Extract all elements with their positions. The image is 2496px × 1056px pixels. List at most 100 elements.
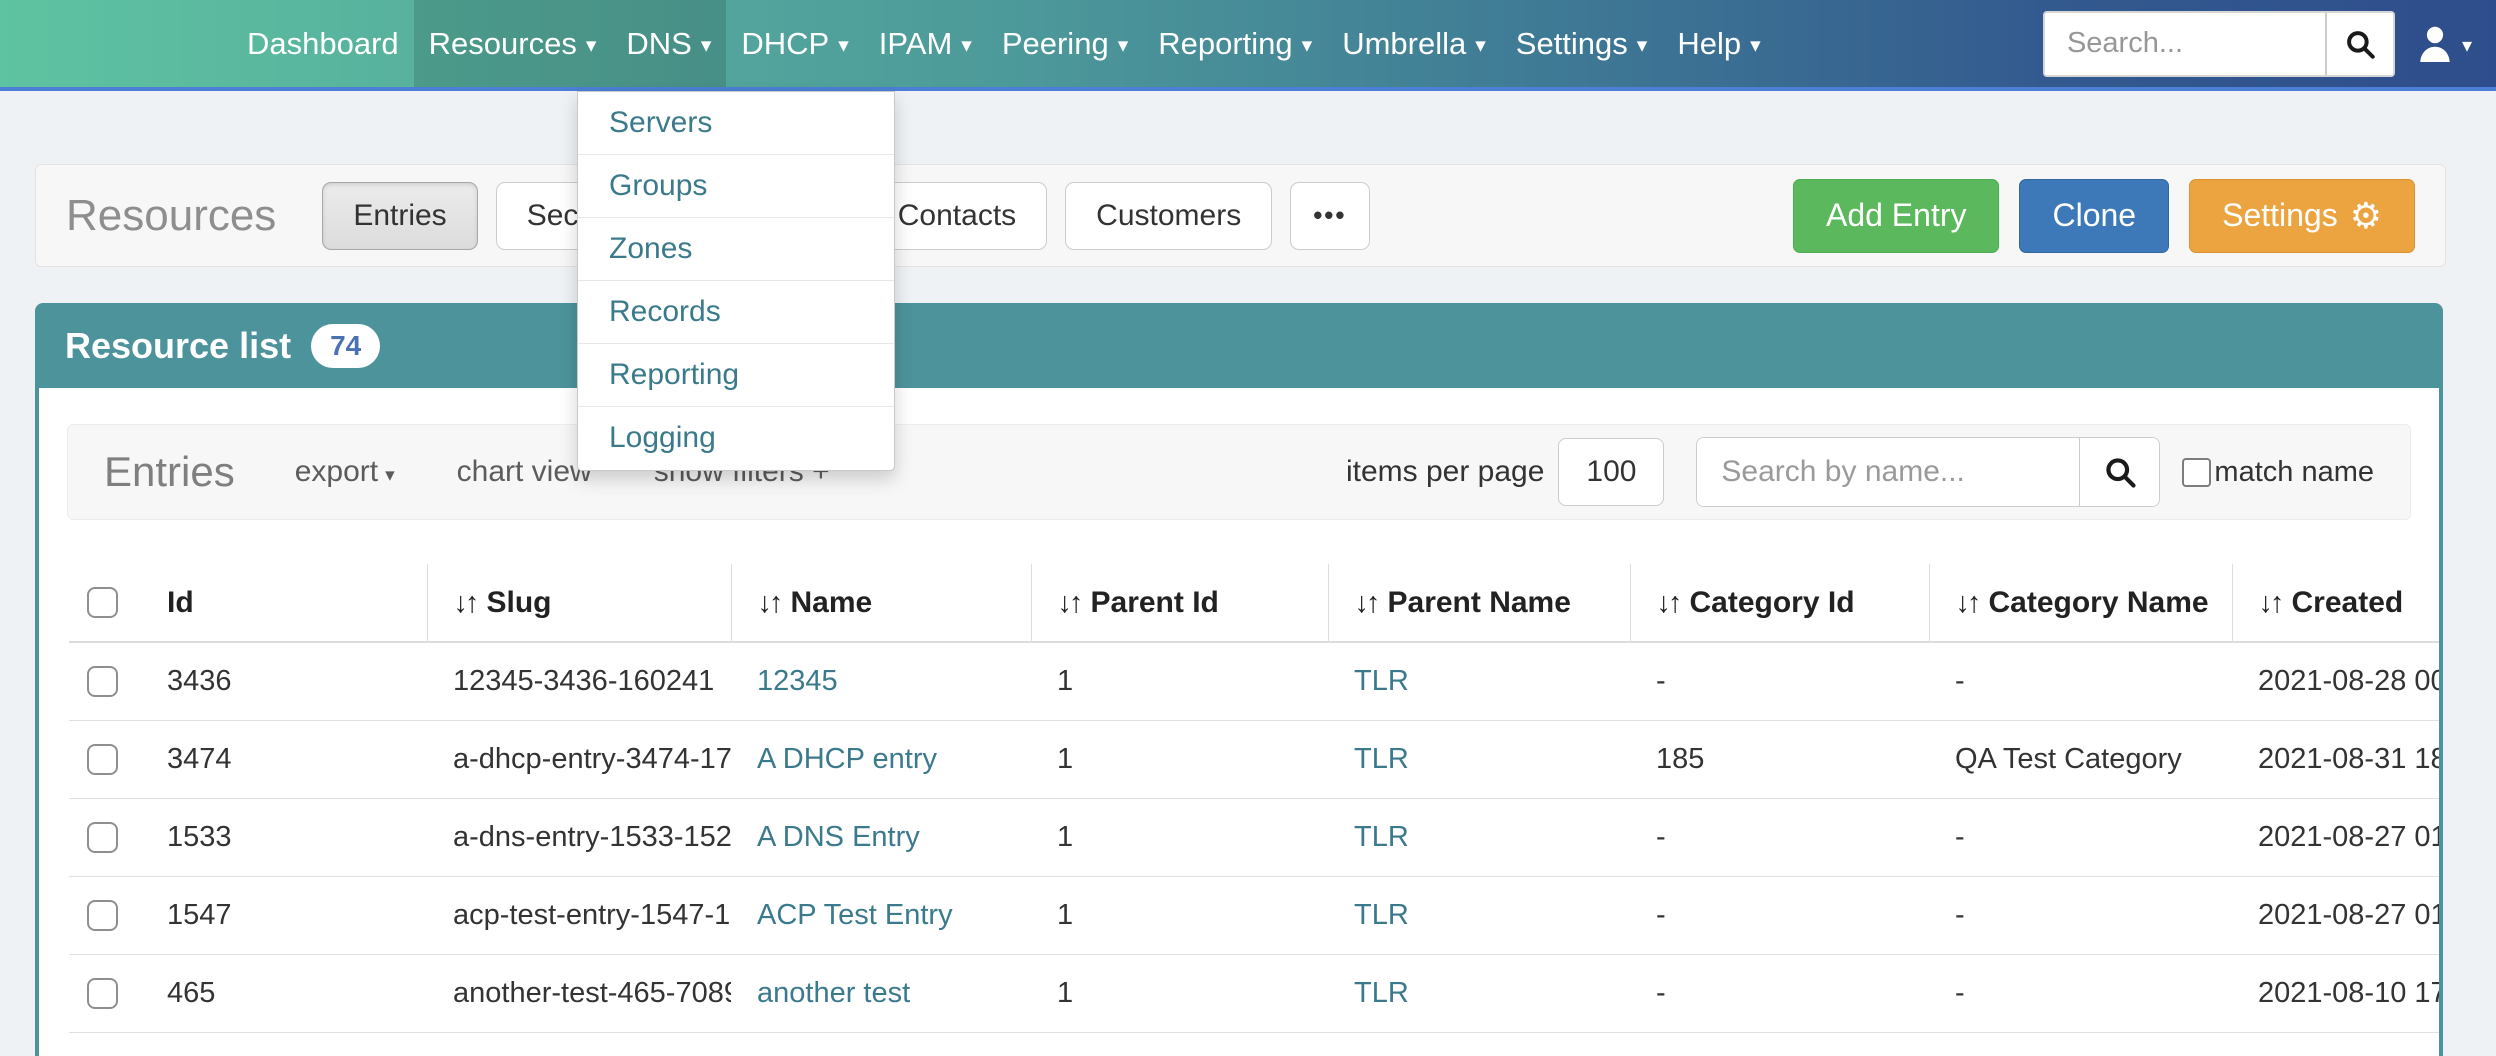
entry-name-link[interactable]: ACP Test Entry [757, 899, 953, 931]
name-search-input[interactable] [1697, 438, 2079, 506]
chevron-down-icon: ▾ [1302, 33, 1313, 58]
dns-menu-item-servers[interactable]: Servers [578, 92, 894, 155]
dns-menu-item-groups[interactable]: Groups [578, 155, 894, 218]
resource-list-body: Entries export▾ chart view show filters … [35, 388, 2443, 1056]
nav-items: Dashboard Resources▾ DNS▾ DHCP▾ IPAM▾ Pe… [232, 0, 1776, 87]
parent-name-link[interactable]: TLR [1354, 665, 1409, 697]
match-name-label: match name [2214, 456, 2374, 489]
cell-category-id: - [1630, 876, 1929, 954]
nav-item-peering[interactable]: Peering▾ [987, 0, 1143, 87]
column-label: Category Id [1690, 586, 1855, 619]
user-menu[interactable]: ▾ [2417, 24, 2472, 64]
cell-parent-id: 1 [1031, 720, 1328, 798]
chart-view-link[interactable]: chart view [457, 455, 592, 489]
nav-item-help[interactable]: Help ▾ [1662, 0, 1775, 87]
nav-item-label: DNS [626, 26, 691, 62]
parent-name-link[interactable]: TLR [1354, 977, 1409, 1009]
tab-entries[interactable]: Entries [322, 182, 477, 250]
global-search-button[interactable] [2325, 13, 2393, 75]
column-label: Parent Id [1091, 586, 1219, 619]
chevron-down-icon: ▾ [385, 465, 395, 486]
cell-slug: acp-test-entry-1547-1... [427, 876, 731, 954]
column-header-id[interactable]: Id [141, 564, 427, 642]
top-navbar: Dashboard Resources▾ DNS▾ DHCP▾ IPAM▾ Pe… [0, 0, 2496, 91]
column-header-parent-id[interactable]: ↓↑Parent Id [1031, 564, 1328, 642]
select-all-checkbox[interactable] [87, 587, 118, 618]
dns-menu-item-logging[interactable]: Logging [578, 407, 894, 470]
dns-menu-item-reporting[interactable]: Reporting [578, 344, 894, 407]
name-search-button[interactable] [2079, 438, 2159, 506]
cell-parent-id: 1 [1031, 954, 1328, 1032]
entry-name-link[interactable]: A DHCP entry [757, 743, 937, 775]
cell-slug: 12345-3436-160241 [427, 642, 731, 720]
nav-item-resources[interactable]: Resources▾ [414, 0, 612, 87]
entry-name-link[interactable]: 12345 [757, 665, 838, 697]
entry-name-link[interactable]: another test [757, 977, 910, 1009]
nav-item-label: Help [1677, 26, 1741, 62]
settings-label: Settings [2222, 197, 2338, 234]
parent-name-link[interactable]: TLR [1354, 899, 1409, 931]
nav-item-dhcp[interactable]: DHCP▾ [726, 0, 863, 87]
gear-icon: ⚙ [2350, 198, 2382, 234]
tab-customers[interactable]: Customers [1065, 182, 1272, 250]
cell-category-name: - [1929, 876, 2232, 954]
parent-name-link[interactable]: TLR [1354, 743, 1409, 775]
sort-icon: ↓↑ [2259, 587, 2282, 619]
dns-menu-item-zones[interactable]: Zones [578, 218, 894, 281]
row-checkbox[interactable] [87, 822, 118, 853]
nav-item-settings[interactable]: Settings▾ [1501, 0, 1663, 87]
settings-button[interactable]: Settings ⚙ [2189, 179, 2415, 253]
column-header-name[interactable]: ↓↑ Name [731, 564, 1031, 642]
table-row: 465 another-test-465-70893 another test … [69, 954, 2443, 1032]
column-header-parent-name[interactable]: ↓↑Parent Name [1328, 564, 1630, 642]
cell-parent-id: 1 [1031, 642, 1328, 720]
cell-id: 1533 [141, 798, 427, 876]
nav-item-reporting[interactable]: Reporting▾ [1143, 0, 1327, 87]
export-dropdown[interactable]: export▾ [295, 455, 395, 489]
cell-created: 2021-08-31 18 [2232, 720, 2443, 798]
cell-id: 3474 [141, 720, 427, 798]
add-entry-button[interactable]: Add Entry [1793, 179, 2000, 253]
match-name-checkbox[interactable] [2182, 458, 2211, 487]
cell-category-id: - [1630, 954, 1929, 1032]
match-name-control: match name [2182, 456, 2374, 489]
cell-slug: a-dhcp-entry-3474-17... [427, 720, 731, 798]
global-search-input[interactable] [2045, 13, 2325, 75]
column-header-created[interactable]: ↓↑Created [2232, 564, 2443, 642]
column-header-category-name[interactable]: ↓↑Category Name [1929, 564, 2232, 642]
nav-item-umbrella[interactable]: Umbrella▾ [1327, 0, 1501, 87]
chevron-down-icon: ▾ [1750, 33, 1761, 58]
toolbar-right: items per page match name [1346, 437, 2374, 507]
add-entry-label: Add Entry [1826, 197, 1967, 234]
row-checkbox[interactable] [87, 666, 118, 697]
items-per-page-input[interactable] [1558, 438, 1664, 506]
cell-category-id: - [1630, 798, 1929, 876]
row-checkbox[interactable] [87, 900, 118, 931]
resource-list-panel: Resource list 74 Entries export▾ chart v… [35, 303, 2443, 1056]
clone-button[interactable]: Clone [2019, 179, 2169, 253]
resource-list-header: Resource list 74 [35, 303, 2443, 388]
row-checkbox[interactable] [87, 744, 118, 775]
nav-item-label: DHCP [741, 26, 829, 62]
entries-table: Id ↓↑Slug ↓↑Name ↓↑Parent Id ↓↑Parent Na… [69, 564, 2443, 1033]
entries-table-wrap: Id ↓↑Slug ↓↑Name ↓↑Parent Id ↓↑Parent Na… [69, 564, 2443, 1033]
column-label: Name [791, 586, 873, 619]
column-header-slug[interactable]: ↓↑Slug [427, 564, 731, 642]
entry-name-link[interactable]: A DNS Entry [757, 821, 920, 853]
chevron-down-icon: ▾ [961, 33, 972, 58]
sort-icon: ↓↑ [1355, 587, 1378, 619]
nav-item-dashboard[interactable]: Dashboard [232, 0, 414, 87]
nav-item-label: Settings [1516, 26, 1628, 62]
sort-icon: ↓↑ [758, 587, 781, 619]
parent-name-link[interactable]: TLR [1354, 821, 1409, 853]
chevron-down-icon: ▾ [2462, 33, 2472, 58]
nav-item-dns[interactable]: DNS▾ [611, 0, 726, 87]
row-checkbox[interactable] [87, 978, 118, 1009]
chevron-down-icon: ▾ [1118, 33, 1129, 58]
column-header-category-id[interactable]: ↓↑Category Id [1630, 564, 1929, 642]
dns-menu-item-records[interactable]: Records [578, 281, 894, 344]
more-tabs-button[interactable]: ••• [1290, 182, 1369, 250]
clone-label: Clone [2052, 197, 2136, 234]
cell-created: 2021-08-27 01 [2232, 876, 2443, 954]
nav-item-ipam[interactable]: IPAM▾ [864, 0, 987, 87]
